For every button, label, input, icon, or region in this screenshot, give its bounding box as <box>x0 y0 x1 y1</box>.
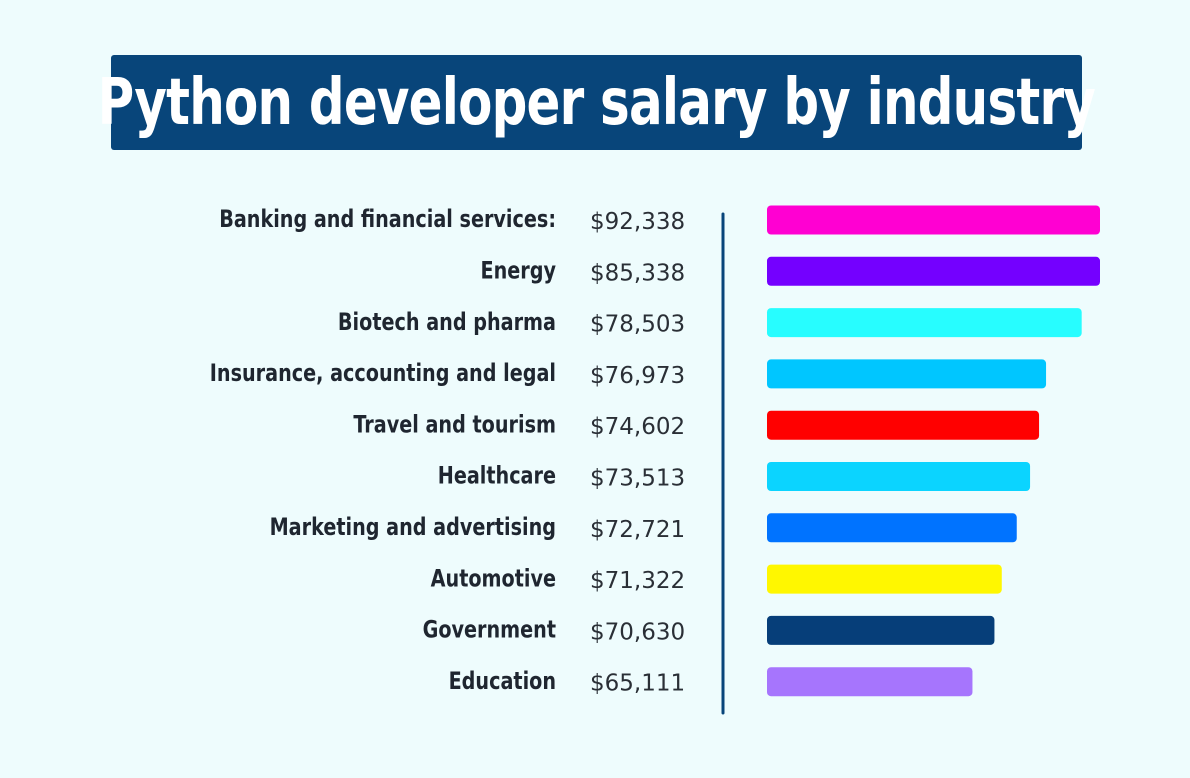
value-label: $70,630 <box>590 619 685 645</box>
bar <box>767 513 1017 543</box>
bar <box>767 359 1047 389</box>
bar <box>767 667 973 697</box>
value-label: $92,338 <box>590 209 685 235</box>
bar <box>767 410 1040 440</box>
bar <box>767 256 1100 286</box>
bar <box>767 564 1002 594</box>
category-label: Insurance, accounting and legal <box>210 360 556 388</box>
value-label: $71,322 <box>590 568 685 594</box>
value-label: $76,973 <box>590 363 685 389</box>
value-label: $85,338 <box>590 260 685 286</box>
category-label: Energy <box>481 257 556 285</box>
bar <box>767 615 995 645</box>
bar <box>767 205 1100 235</box>
title-banner: Python developer salary by industry <box>98 55 1096 150</box>
category-label: Marketing and advertising <box>270 514 556 542</box>
value-label: $78,503 <box>590 312 685 338</box>
category-label: Automotive <box>431 565 556 593</box>
category-label: Travel and tourism <box>353 411 556 439</box>
bar <box>767 462 1031 491</box>
category-label: Biotech and pharma <box>338 309 556 337</box>
chart-title: Python developer salary by industry <box>97 65 1096 140</box>
category-label: Government <box>423 617 556 645</box>
value-label: $73,513 <box>590 466 685 492</box>
category-label: Healthcare <box>438 463 556 491</box>
category-label: Banking and financial services: <box>219 206 556 234</box>
category-label: Education <box>449 668 556 696</box>
bar <box>767 308 1082 338</box>
value-label: $65,111 <box>590 671 685 697</box>
value-label: $72,721 <box>590 517 685 543</box>
value-label: $74,602 <box>590 414 685 440</box>
